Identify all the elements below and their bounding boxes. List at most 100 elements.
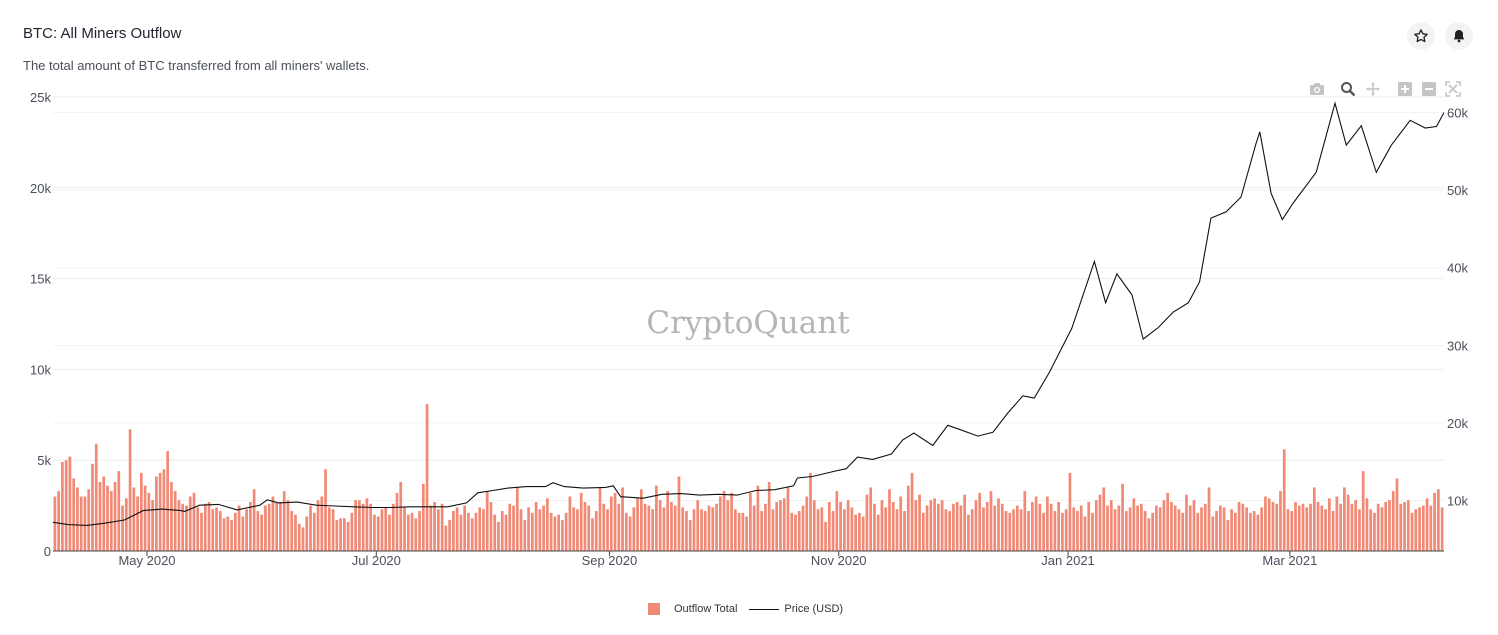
outflow-bar (1004, 511, 1008, 551)
outflow-bar (1140, 503, 1143, 551)
outflow-bar (647, 505, 651, 551)
outflow-bar (711, 507, 715, 551)
outflow-bar (914, 500, 918, 551)
outflow-bar (937, 503, 940, 551)
outflow-bar (1226, 520, 1230, 551)
outflow-bar (692, 509, 696, 551)
outflow-bar (211, 509, 215, 551)
outflow-bar (985, 501, 989, 551)
outflow-bar (1218, 505, 1222, 551)
outflow-bar (1414, 509, 1418, 551)
outflow-bar (264, 505, 267, 551)
outflow-bar (1234, 512, 1237, 551)
outflow-bar (53, 496, 57, 551)
outflow-bar (301, 527, 305, 551)
zoom-in-icon[interactable] (1396, 80, 1414, 98)
outflow-bar (749, 492, 752, 551)
autoscale-icon[interactable] (1444, 80, 1462, 98)
outflow-bar (730, 492, 733, 551)
camera-icon[interactable] (1308, 80, 1326, 98)
zoom-out-icon[interactable] (1420, 80, 1438, 98)
outflow-bar (1305, 507, 1309, 551)
outflow-bar (1166, 492, 1170, 551)
outflow-bar (756, 485, 760, 551)
outflow-bar (970, 509, 974, 551)
outflow-bar (624, 512, 628, 551)
outflow-bar (177, 500, 181, 551)
outflow-bar (1000, 503, 1004, 551)
outflow-bar (643, 503, 647, 551)
legend[interactable]: Outflow Total Price (USD) (648, 603, 843, 615)
outflow-bar (1200, 507, 1203, 551)
outflow-bar (918, 494, 921, 551)
outflow-bar (1256, 514, 1260, 551)
outflow-bar (850, 507, 854, 551)
alert-button[interactable] (1445, 22, 1473, 50)
outflow-bar (241, 516, 245, 551)
outflow-bar (685, 511, 688, 551)
outflow-bar (527, 507, 530, 551)
outflow-bar (1294, 501, 1297, 551)
outflow-bar (876, 514, 880, 551)
outflow-bar (1245, 507, 1248, 551)
outflow-bar (91, 463, 94, 551)
outflow-bar (237, 505, 241, 551)
outflow-bar (339, 518, 342, 551)
outflow-bar (1260, 507, 1264, 551)
outflow-bar (1399, 503, 1403, 551)
outflow-bar (801, 505, 805, 551)
outflow-bar (64, 460, 68, 551)
outflow-bar (121, 505, 124, 551)
outflow-bar (1188, 505, 1192, 551)
outflow-bar (718, 496, 722, 551)
outflow-bar (561, 520, 564, 551)
outflow-bar (403, 507, 406, 551)
outflow-bar (376, 516, 380, 551)
outflow-bar (790, 512, 794, 551)
outflow-bar (504, 514, 508, 551)
outflow-bar (1388, 500, 1391, 551)
outflow-bar (361, 503, 365, 551)
outflow-bar (196, 507, 200, 551)
outflow-bar (752, 505, 756, 551)
outflow-bar (294, 514, 297, 551)
outflow-bar (388, 514, 391, 551)
outflow-bar (1421, 505, 1425, 551)
outflow-bar (143, 485, 147, 551)
outflow-bar (87, 489, 91, 551)
outflow-bar (1158, 507, 1162, 551)
outflow-bar (373, 514, 376, 551)
outflow-bar (414, 518, 418, 551)
outflow-bar (226, 516, 230, 551)
pan-icon[interactable] (1364, 80, 1382, 98)
outflow-bar (1072, 507, 1076, 551)
outflow-bar (929, 500, 933, 551)
outflow-bar (1282, 449, 1286, 551)
outflow-bar (1301, 503, 1305, 551)
outflow-bar (1128, 507, 1132, 551)
outflow-bar (1102, 487, 1106, 551)
star-icon (1414, 29, 1428, 43)
y-left-tick-label: 5k (37, 453, 51, 468)
outflow-bar (433, 501, 436, 551)
outflow-bar (260, 514, 264, 551)
outflow-bar (583, 501, 587, 551)
outflow-bar (1203, 503, 1207, 551)
outflow-bar (83, 496, 87, 551)
y-left-ticks: 0 5k 10k 15k 20k 25k (30, 90, 51, 559)
outflow-bar (327, 507, 331, 551)
outflow-bar (606, 509, 609, 551)
outflow-bar (733, 509, 737, 551)
outflow-bar (666, 491, 670, 551)
outflow-bar (200, 512, 203, 551)
outflow-bar (1170, 501, 1173, 551)
outflow-bar (888, 489, 891, 551)
favorite-button[interactable] (1407, 22, 1435, 50)
outflow-bar (1015, 505, 1019, 551)
outflow-bar (1241, 503, 1245, 551)
outflow-bar (1207, 487, 1211, 551)
zoom-icon[interactable] (1339, 80, 1357, 98)
outflow-bar (489, 501, 493, 551)
outflow-bar (523, 520, 527, 551)
